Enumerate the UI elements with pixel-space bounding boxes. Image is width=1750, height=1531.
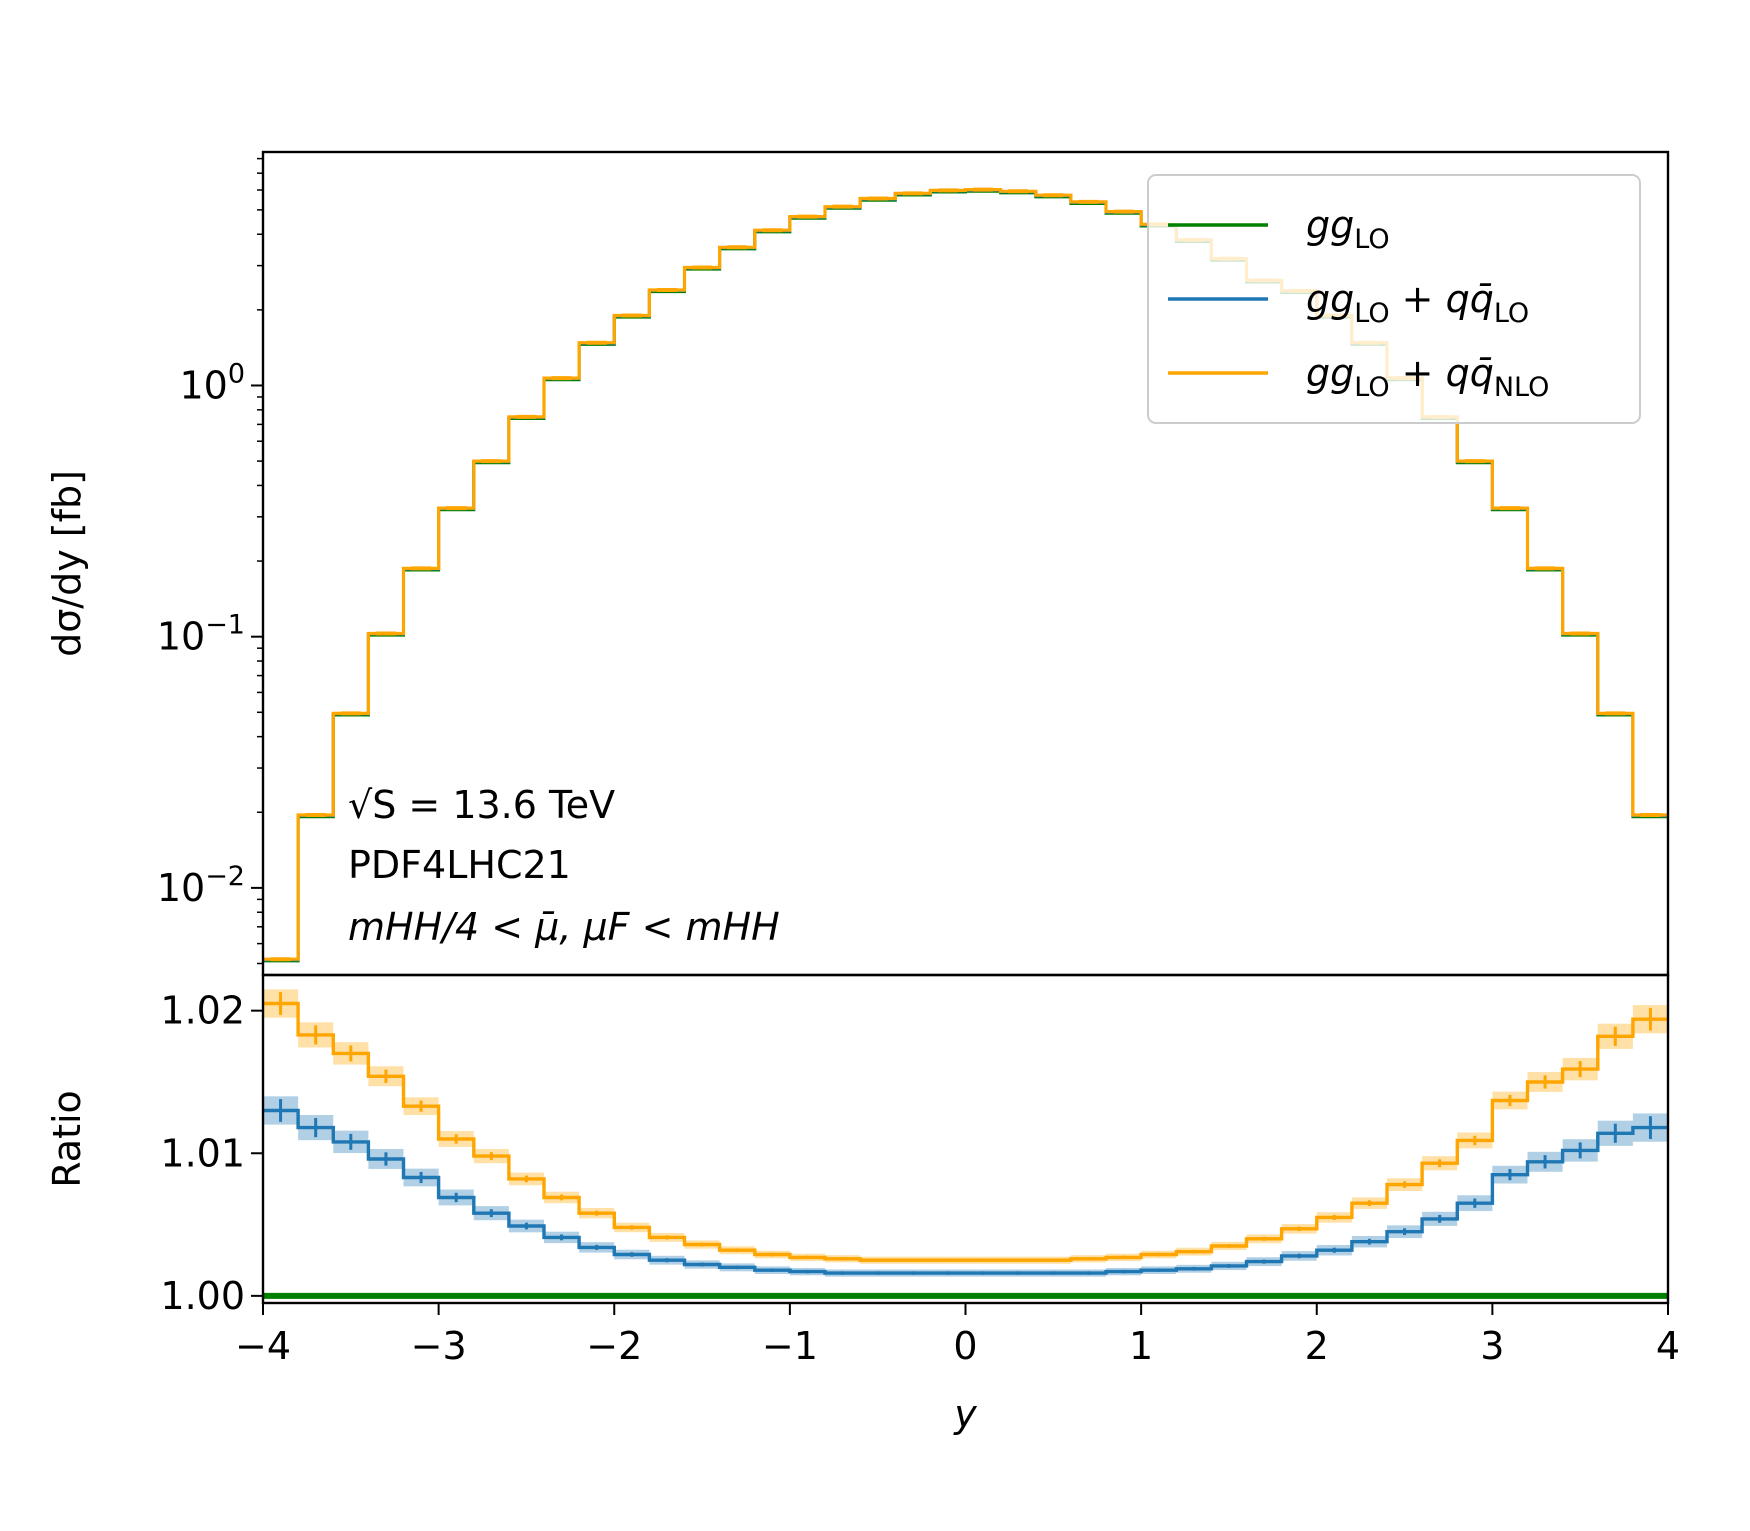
- legend-sub: LO: [1354, 224, 1389, 255]
- annotation: √S = 13.6 TeV PDF4LHC21 mHH/4 < μ̄, μF < m…: [348, 783, 780, 949]
- xtick-label: 2: [1305, 1324, 1329, 1368]
- bottom-ytick-label: 1.00: [160, 1274, 245, 1318]
- annotation-scale: mHH/4 < μ̄, μF < mHH: [348, 905, 780, 949]
- annotation-pdf: PDF4LHC21: [348, 843, 571, 887]
- xtick-label: −3: [411, 1324, 467, 1368]
- legend-suffix: + qq̄: [1390, 351, 1494, 395]
- ytick-base: 10: [179, 363, 227, 407]
- top-panel: [251, 150, 1670, 977]
- legend-label: ggLO: [1306, 203, 1390, 255]
- bottom-ytick-label: 1.02: [160, 989, 245, 1033]
- ytick-exponent: 0: [228, 358, 245, 389]
- xtick-label: 3: [1480, 1324, 1504, 1368]
- xtick-label: 0: [953, 1324, 977, 1368]
- top-ylabel: dσ/dy [fb]: [45, 470, 89, 657]
- legend-label: ggLO + qq̄NLO: [1306, 351, 1549, 403]
- xtick-label: −4: [235, 1324, 291, 1368]
- legend-sub: LO: [1354, 372, 1389, 403]
- top-ytick-label: 100: [179, 358, 245, 407]
- xtick-label: −2: [586, 1324, 642, 1368]
- xtick-label: 1: [1129, 1324, 1153, 1368]
- bottom-ylabel: Ratio: [45, 1090, 89, 1188]
- top-ytick-label: 10−1: [157, 610, 245, 659]
- ytick-base: 10: [157, 615, 205, 659]
- bottom-ytick-label: 1.01: [160, 1131, 245, 1175]
- legend-suffix-sub: NLO: [1494, 372, 1550, 403]
- legend-main: gg: [1306, 277, 1354, 321]
- legend-label: ggLO + qq̄LO: [1306, 277, 1529, 329]
- ratio-series-2: [263, 1001, 1668, 1262]
- top-ytick-label: 10−2: [157, 861, 245, 910]
- top-ylabel-text: dσ/dy [fb]: [45, 470, 89, 657]
- legend-main: gg: [1306, 203, 1354, 247]
- legend-suffix-sub: LO: [1494, 298, 1529, 329]
- xlabel: y: [953, 1392, 977, 1436]
- ytick-base: 10: [157, 866, 205, 910]
- annotation-energy: √S = 13.6 TeV: [348, 783, 615, 827]
- xtick-label: 4: [1656, 1324, 1680, 1368]
- ytick-exponent: −2: [205, 861, 245, 892]
- legend-suffix: + qq̄: [1390, 277, 1494, 321]
- xtick-label: −1: [762, 1324, 818, 1368]
- legend-sub: LO: [1354, 298, 1389, 329]
- bottom-panel: [251, 973, 1670, 1315]
- legend-main: gg: [1306, 351, 1354, 395]
- legend-box: [1147, 174, 1641, 424]
- ytick-exponent: −1: [205, 610, 245, 641]
- ratio-series-1: [263, 1108, 1668, 1275]
- bottom-plot-area: [263, 989, 1668, 1299]
